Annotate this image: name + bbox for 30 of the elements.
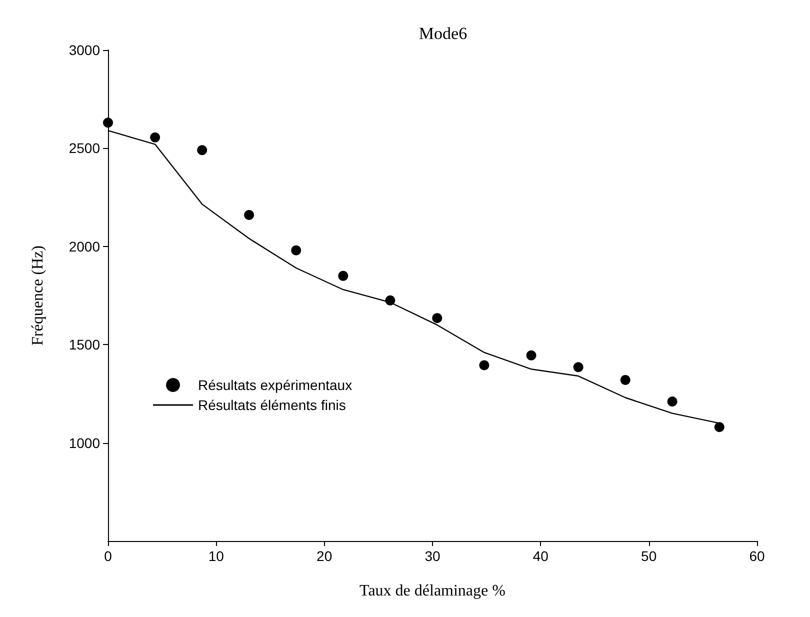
point [573,362,584,372]
x-tick-label: 0 [104,548,112,564]
point [244,210,254,220]
point [150,132,160,142]
legend-label: Résultats éléments finis [198,397,346,413]
point [103,118,113,128]
chart-title: Mode6 [418,24,468,43]
point [197,145,208,156]
x-tick-label: 60 [749,548,765,564]
y-tick-label: 2500 [68,140,100,156]
x-axis-title: Taux de délaminage % [360,582,506,600]
point [291,245,302,256]
y-tick-label: 1500 [68,336,100,353]
x-tick-label: 30 [424,548,440,564]
point [479,360,490,370]
y-tick-label: 1000 [68,434,100,451]
point [667,396,678,407]
x-tick-label: 50 [641,548,657,564]
x-tick-label: 20 [316,548,332,564]
y-tick-label: 3000 [68,42,100,58]
y-tick-label: 2000 [68,238,100,254]
point [620,374,630,385]
point [714,422,724,432]
x-tick-label: 40 [532,548,549,564]
point [432,313,442,324]
legend-label: Résultats expérimentaux [198,377,352,393]
x-tick-label: 10 [208,548,224,564]
point [526,350,536,360]
point [338,270,348,281]
y-axis-title: Fréquence (Hz) [30,246,46,346]
